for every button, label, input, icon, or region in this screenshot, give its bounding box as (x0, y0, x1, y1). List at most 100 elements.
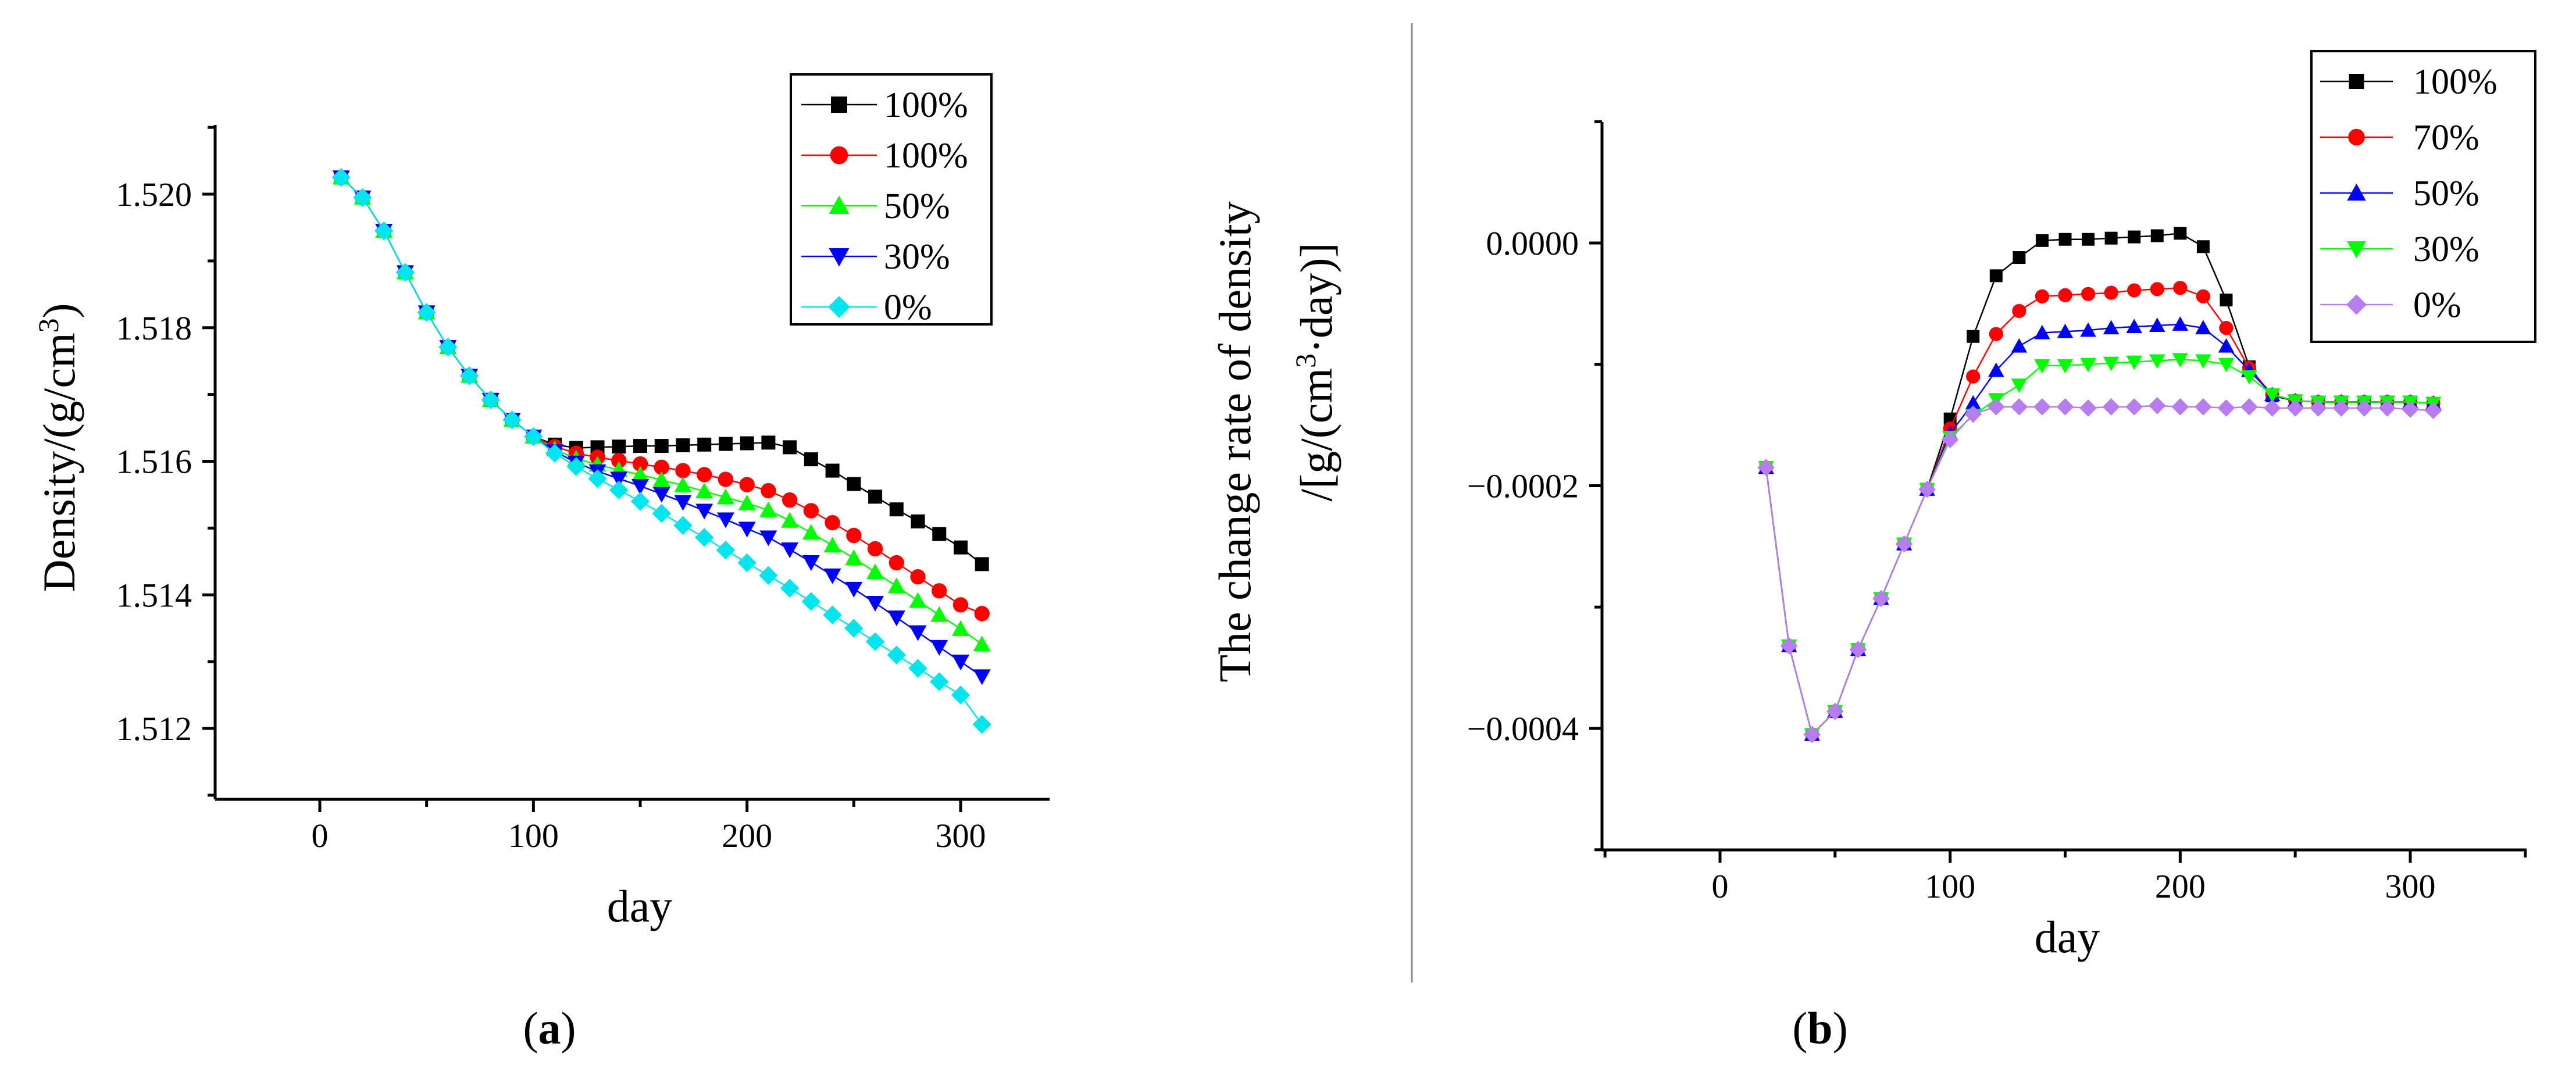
panel-b-legend-label: 50% (2413, 174, 2479, 213)
panel-b-data-point (2195, 320, 2211, 335)
panel-a-data-point (374, 221, 394, 241)
panel-a-data-point (911, 514, 925, 528)
panel-b-data-point (1849, 641, 1867, 659)
panel-b-data-point (1803, 726, 1821, 744)
panel-b-data-point (1918, 480, 1936, 498)
panel-a-data-point (845, 581, 863, 598)
panel-a-data-point (951, 685, 971, 705)
panel-b-series (1757, 227, 2442, 744)
panel-a-data-point (611, 453, 627, 469)
panel-a-data-point (459, 366, 479, 385)
panel-a-data-point (973, 635, 991, 652)
panel-a-data-point (612, 439, 626, 454)
panel-b-data-point (2174, 227, 2187, 240)
panel-b-data-point (2056, 398, 2074, 416)
panel-b-series-4 (1757, 396, 2442, 744)
panel-a-data-point (632, 456, 648, 472)
panel-b-data-point (2220, 294, 2233, 307)
panel-a-data-point (759, 501, 777, 517)
panel-a-data-point (780, 578, 800, 598)
panel-a-legend-item: 100% (801, 136, 968, 176)
panel-a-data-point (823, 605, 842, 624)
panel-b-data-point (2126, 355, 2142, 370)
panel-b-legend-item: 70% (2320, 118, 2479, 158)
panel-a-data-point (718, 437, 733, 451)
panel-b-data-point (2058, 233, 2072, 246)
panel-a-data-point (697, 437, 712, 452)
panel-b-x-tick-label: 100 (1925, 867, 1975, 905)
panel-a-data-point (952, 597, 969, 613)
panel-a-x-axis-title: day (607, 881, 673, 931)
panel-b-data-point (2081, 287, 2096, 301)
panel-a-x-tick-label: 0 (312, 817, 329, 855)
panel-b-label: (b) (1792, 1003, 1847, 1053)
panel-a-data-point (566, 457, 586, 476)
panel-b-data-point (1989, 327, 2003, 341)
panel-b-data-point (2011, 338, 2028, 353)
panel-a-data-point (395, 263, 415, 282)
panel-b-ticks: 0 100 200 300 −0.0004 −0.0002 0.0000 (1467, 120, 2527, 905)
panel-b-data-point (1966, 369, 1981, 384)
panel-a-data-point (695, 483, 713, 499)
panel-b-data-point (2034, 324, 2050, 340)
panel-b-data-point (2218, 358, 2235, 373)
panel-a-data-point (481, 390, 501, 410)
panel-b-legend-label: 30% (2413, 230, 2479, 269)
panel-b-legend-label: 70% (2413, 118, 2479, 158)
panel-a-x-tick-label: 200 (722, 817, 772, 855)
panel-b-data-point (2196, 289, 2210, 303)
panel-a-data-point (825, 463, 840, 478)
panel-a-data-point (930, 606, 948, 622)
panel-a-legend-item: 100% (801, 85, 968, 125)
panel-a-data-point (804, 452, 818, 467)
panel-b-y-tick-label: −0.0002 (1467, 467, 1579, 505)
panel-b-data-point (2149, 354, 2165, 369)
panel-b-data-point (2126, 319, 2142, 334)
panel-a-data-point (674, 495, 692, 511)
panel-b-data-point (2309, 399, 2327, 417)
panel-a-legend: 100% 100% 50% 30% 0% (801, 85, 968, 327)
panel-a-data-point (438, 337, 458, 357)
panel-b-data-point (1895, 535, 1913, 553)
panel-a-data-point (825, 514, 840, 531)
panel-b-data-point (2058, 288, 2072, 302)
panel-a-data-point (952, 655, 969, 671)
panel-a-data-point (846, 527, 862, 544)
panel-b-data-point (2127, 283, 2142, 298)
panel-b-data-point (2080, 358, 2096, 373)
panel-b-x-tick-label: 0 (1712, 867, 1729, 905)
panel-b-data-point (2171, 398, 2189, 416)
panel-b-data-point (2332, 399, 2350, 417)
panel-b-data-point (2080, 322, 2096, 337)
panel-a-data-point (695, 503, 713, 520)
panel-a-data-point (909, 625, 927, 641)
panel-a-data-point (631, 466, 649, 482)
panel-a-data-point (889, 502, 904, 517)
panel-a-data-point (716, 488, 734, 505)
panel-b-data-point (2219, 321, 2234, 335)
panel-a-data-point (910, 569, 926, 585)
panel-a-data-point (972, 714, 991, 734)
panel-b-data-point (2012, 303, 2026, 319)
panel-a-data-point (866, 596, 884, 612)
panel-b-data-point (2033, 398, 2051, 416)
panel-a-data-point (973, 669, 991, 685)
panel-a-legend-label: 50% (884, 187, 950, 226)
panel-a-y-tick-label: 1.514 (116, 576, 192, 614)
panel-a-x-tick-label: 300 (936, 817, 986, 855)
panel-a-data-point (738, 521, 756, 538)
panel-a-legend-label: 30% (884, 237, 950, 277)
panel-a-data-point (930, 672, 949, 691)
panel-b-data-point (2378, 399, 2396, 417)
panel-b-data-point (2103, 356, 2120, 371)
panel-b-data-point (2264, 388, 2281, 403)
panel-a-data-point (652, 471, 670, 487)
panel-a-data-point (676, 438, 690, 452)
panel-a-data-point (654, 459, 669, 476)
panel-a-data-point (740, 436, 754, 451)
panel-b-data-point (2102, 398, 2120, 416)
panel-a-data-point (823, 568, 841, 584)
panel-a-data-point (975, 557, 989, 571)
